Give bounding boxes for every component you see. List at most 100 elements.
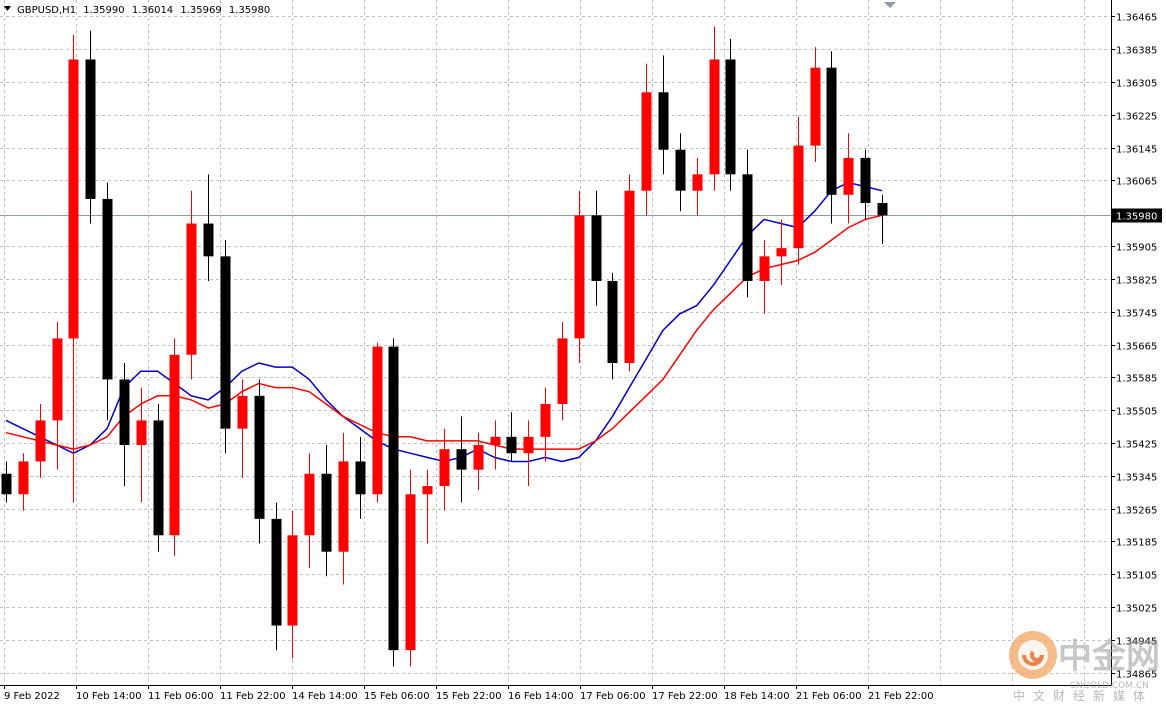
y-tick-label: 1.35105 — [1116, 571, 1157, 582]
candle-body — [574, 215, 585, 339]
candle-body — [540, 404, 551, 437]
candle — [506, 412, 517, 462]
candle-body — [877, 203, 888, 216]
candle — [725, 38, 736, 191]
candle-body — [473, 445, 484, 470]
x-tick-label: 16 Feb 14:00 — [508, 691, 574, 702]
triangle-down-icon[interactable] — [4, 6, 11, 11]
candle-body — [742, 174, 753, 281]
y-tick-label: 1.35025 — [1116, 604, 1157, 615]
y-tick-label: 1.35185 — [1116, 538, 1157, 549]
x-tick-label: 11 Feb 22:00 — [220, 691, 286, 702]
candle-body — [203, 223, 214, 257]
shift-marker-icon[interactable] — [884, 2, 896, 8]
candle-body — [52, 338, 63, 421]
candle — [793, 116, 804, 265]
candle — [338, 432, 349, 585]
candle — [85, 30, 96, 224]
x-tick-label: 11 Feb 06:00 — [148, 691, 214, 702]
candle — [624, 174, 635, 372]
candle-body — [658, 92, 669, 150]
candle — [35, 404, 46, 478]
candle — [355, 436, 366, 519]
candle-body — [641, 92, 652, 191]
symbol-label: GBPUSD,H1 — [17, 5, 76, 16]
candle-body — [860, 157, 871, 204]
candle-body — [304, 473, 315, 536]
candle — [287, 510, 298, 659]
y-tick-label: 1.35345 — [1116, 473, 1157, 484]
candle-body — [490, 436, 501, 446]
x-tick-label: 9 Feb 2022 — [4, 691, 60, 702]
candle — [540, 387, 551, 462]
candle — [372, 342, 383, 503]
candle — [254, 379, 265, 544]
y-tick-label: 1.36225 — [1116, 112, 1157, 123]
candle-body — [237, 395, 248, 429]
x-tick-label: 15 Feb 22:00 — [436, 691, 502, 702]
candle — [607, 272, 618, 380]
candle — [52, 321, 63, 470]
candle — [742, 149, 753, 298]
candle-body — [523, 436, 534, 454]
candle — [843, 133, 854, 224]
candle-body — [355, 461, 366, 495]
watermark-tagline: 中文财经新媒体 — [1013, 688, 1153, 703]
candle — [271, 502, 282, 651]
candle-body — [102, 198, 113, 380]
candle-body — [388, 346, 399, 651]
candle-body — [843, 157, 854, 195]
y-tick-label: 1.36145 — [1116, 145, 1157, 156]
candle — [153, 404, 164, 552]
candle-body — [321, 473, 332, 552]
time-axis-labels: 9 Feb 2022 10 Feb 14:00 11 Feb 06:00 11 Feb… — [4, 685, 934, 702]
x-tick-label: 17 Feb 06:00 — [580, 691, 646, 702]
candle — [776, 219, 787, 286]
candle — [136, 387, 147, 503]
candle-body — [826, 67, 837, 195]
candle — [658, 55, 669, 175]
candle — [321, 445, 332, 577]
candle — [456, 416, 467, 503]
candle-body — [422, 486, 433, 495]
y-tick-label: 1.34945 — [1116, 637, 1157, 648]
candle — [237, 379, 248, 478]
candle-body — [136, 420, 147, 446]
symbol-header: GBPUSD,H1 1.35990 1.36014 1.35969 1.3598… — [4, 2, 896, 16]
high-value: 1.36014 — [132, 5, 173, 16]
candle-body — [591, 215, 602, 281]
candle — [826, 51, 837, 224]
candle — [203, 174, 214, 281]
candle — [473, 432, 484, 491]
watermark-subtitle: CNGOLD.COM.CN — [1070, 681, 1149, 691]
candle-body — [675, 149, 686, 191]
candle-body — [725, 59, 736, 175]
candle-body — [287, 535, 298, 626]
candle-body — [456, 449, 467, 470]
candle-body — [692, 174, 703, 191]
candle — [860, 149, 871, 220]
y-tick-label: 1.35585 — [1116, 374, 1157, 385]
candle-body — [35, 420, 46, 462]
candle — [68, 34, 79, 503]
candle — [641, 63, 652, 216]
low-value: 1.35969 — [180, 5, 221, 16]
candle-body — [338, 461, 349, 552]
watermark: 中金网 CNGOLD.COM.CN 中文财经新媒体 — [1009, 631, 1160, 703]
x-tick-label: 18 Feb 14:00 — [724, 691, 790, 702]
candle-body — [557, 338, 568, 405]
candle — [169, 338, 180, 556]
y-tick-label: 1.34865 — [1116, 670, 1157, 681]
x-tick-label: 10 Feb 14:00 — [76, 691, 142, 702]
candle — [220, 239, 231, 454]
candle — [591, 190, 602, 306]
candle-body — [254, 395, 265, 519]
candle — [877, 194, 888, 245]
y-tick-label: 1.35905 — [1116, 243, 1157, 254]
candle — [692, 157, 703, 216]
candle — [388, 338, 399, 667]
candle-body — [759, 256, 770, 281]
candle-body — [372, 346, 383, 495]
